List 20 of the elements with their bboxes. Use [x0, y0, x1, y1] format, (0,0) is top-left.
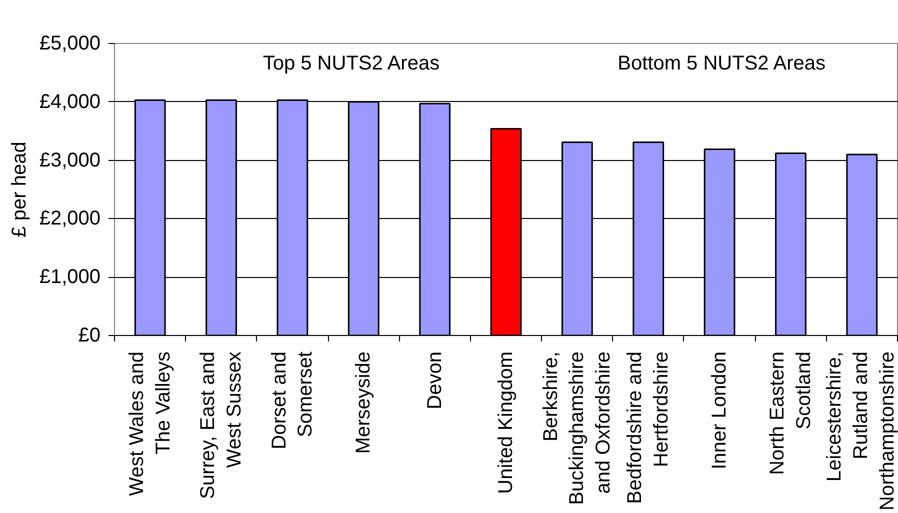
annotation: Top 5 NUTS2 Areas [262, 52, 440, 74]
y-tick-label: £1,000 [39, 266, 100, 288]
y-tick-label: £2,000 [39, 208, 100, 230]
x-tick-label: Leicestershire, Rutland and Northamptonshire [824, 351, 898, 510]
x-tick-label: Merseyside [352, 351, 375, 454]
x-tick-label: Bedfordshire and Hertfordshire [624, 351, 673, 504]
x-tick-label: Berkshire, Buckinghamshire and Oxfordshire [540, 351, 615, 505]
x-tick-label: Devon [424, 352, 446, 410]
x-tick-label: North Eastern Scotland [766, 351, 815, 475]
y-axis-title: £ per head [8, 142, 30, 238]
annotation: Bottom 5 NUTS2 Areas [618, 52, 826, 74]
y-tick-label: £3,000 [39, 149, 100, 172]
y-tick-label: £0 [78, 324, 101, 346]
x-tick-label: United Kingdom [495, 351, 517, 494]
x-tick-label: Dorset and Somerset [268, 351, 317, 450]
x-tick-label: West Wales and The Valleys [126, 351, 174, 496]
x-tick-label: Surrey, East and West Sussex [197, 351, 246, 499]
y-tick-label: £5,000 [39, 32, 100, 54]
x-tick-label: Inner London [708, 351, 731, 470]
y-tick-label: £4,000 [39, 90, 100, 113]
